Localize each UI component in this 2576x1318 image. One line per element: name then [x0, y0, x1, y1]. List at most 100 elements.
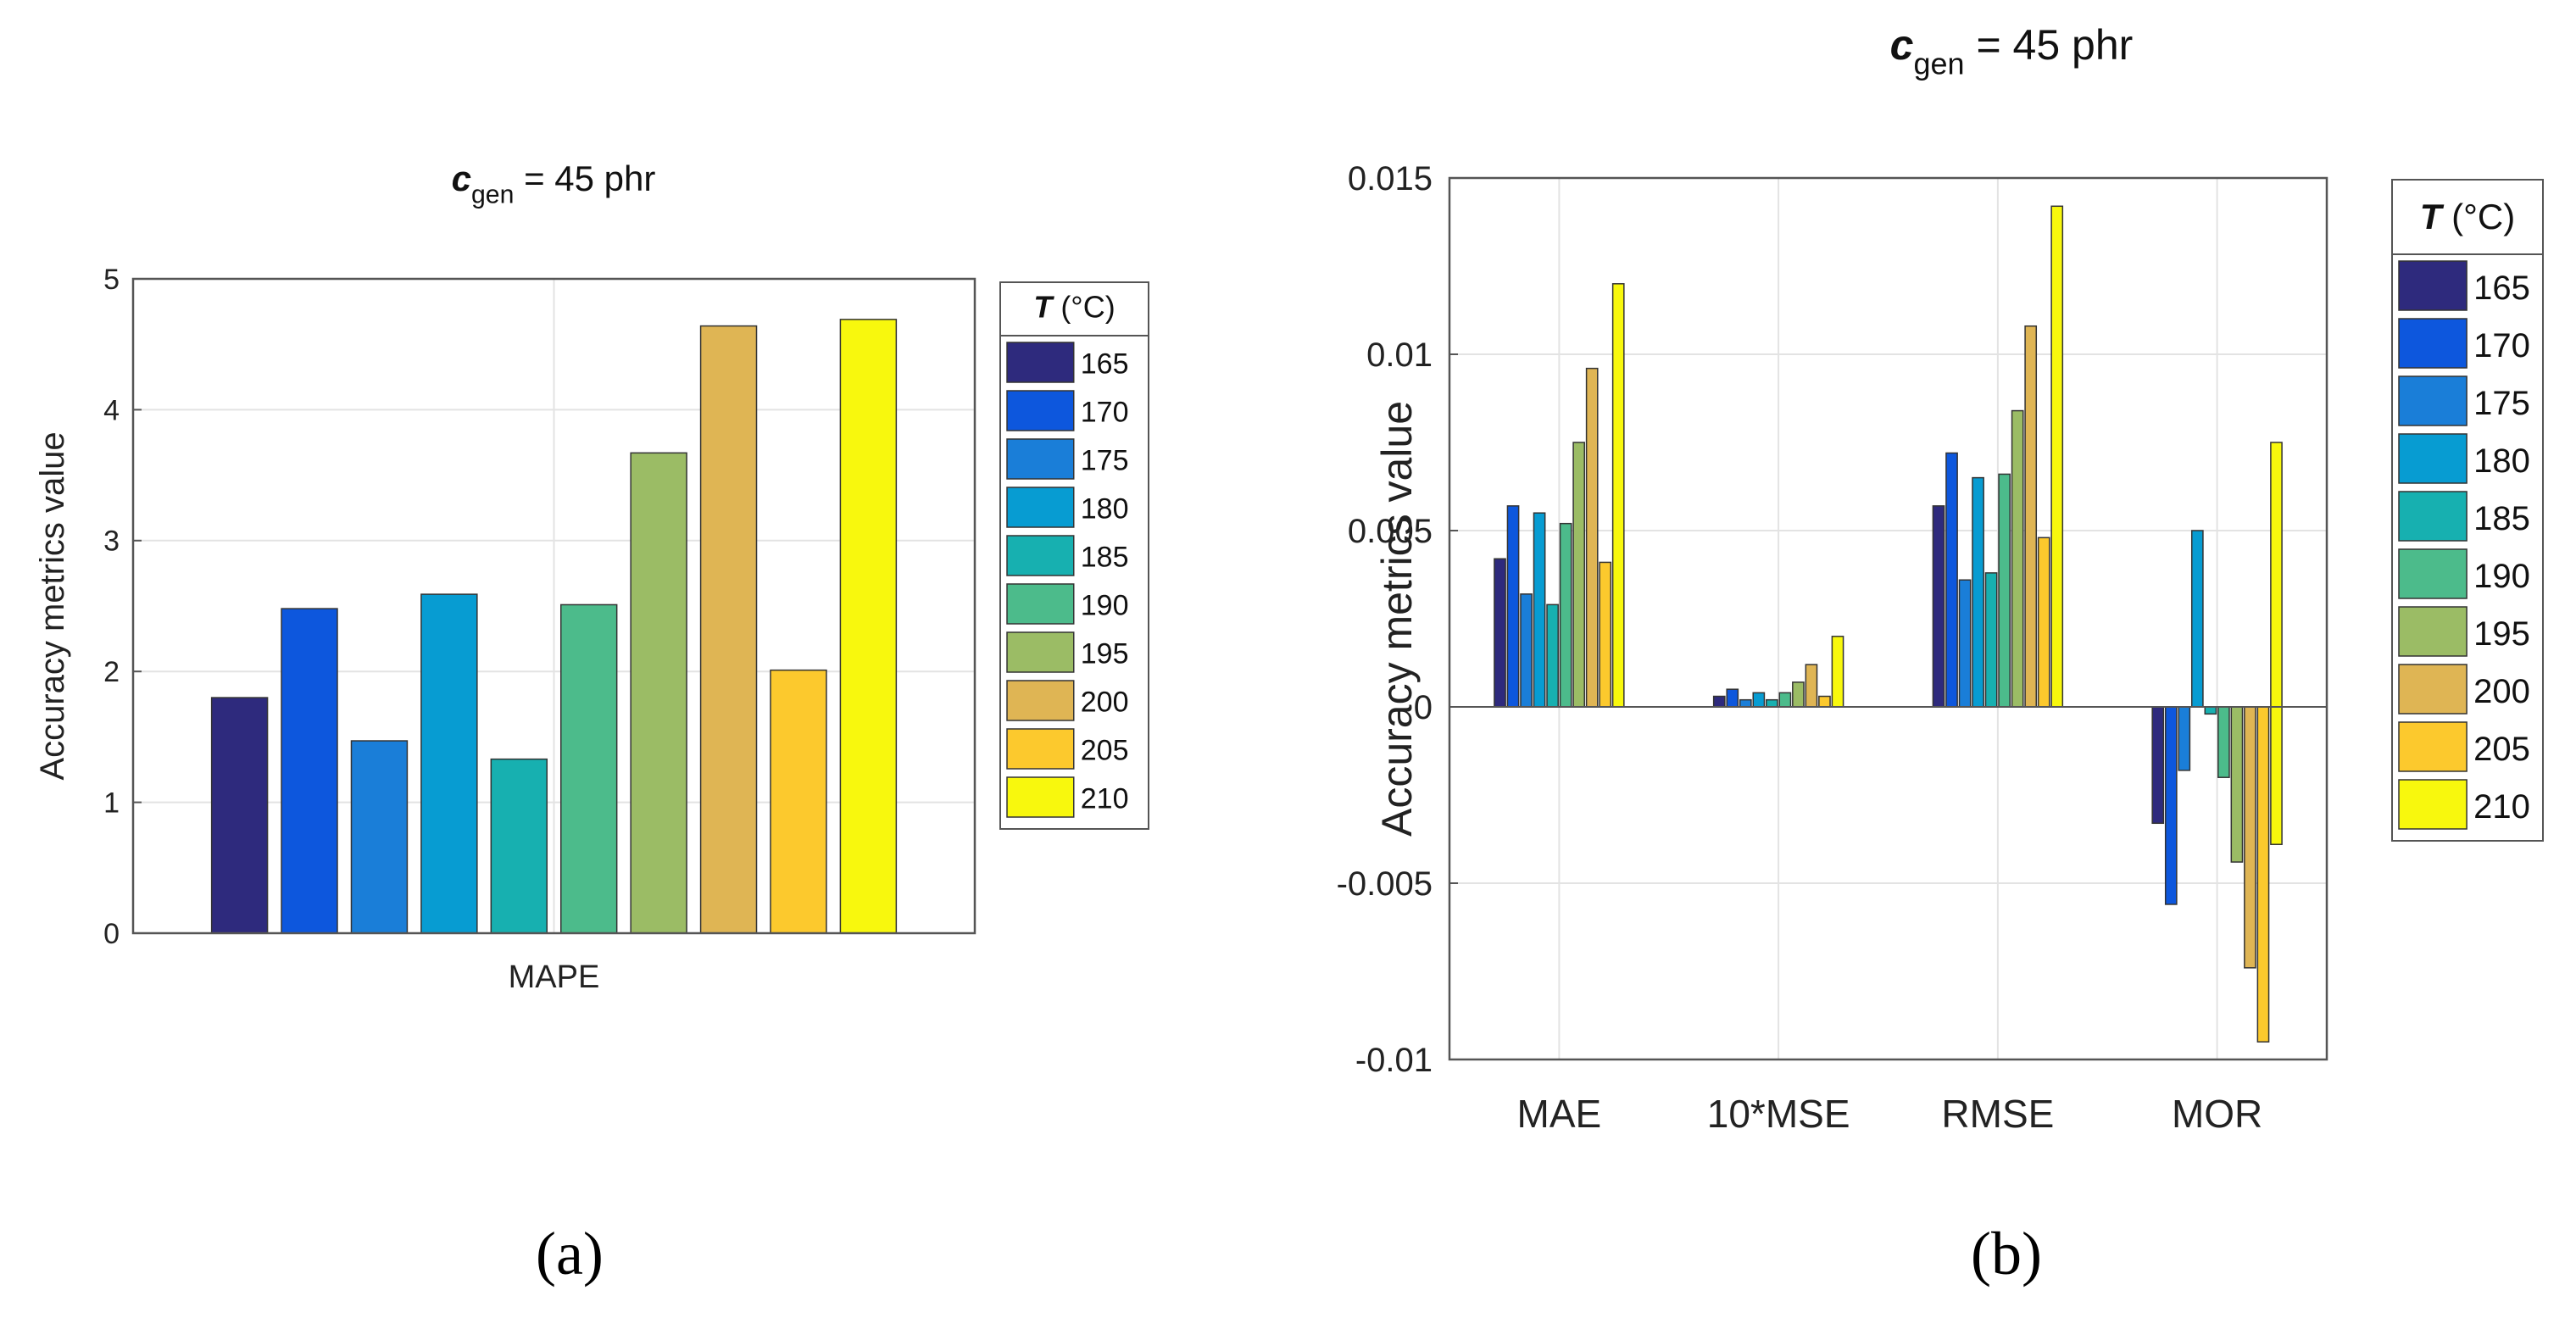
- bar-185-10mse: [1766, 698, 1778, 708]
- y-tick-label: 0: [103, 918, 120, 950]
- legend-label-185: 185: [2473, 500, 2530, 537]
- bar-175-10mse: [1739, 698, 1752, 708]
- legend-label-190: 190: [2473, 558, 2530, 595]
- legend-label-210: 210: [1081, 783, 1129, 815]
- bar-195-mor: [2230, 706, 2244, 863]
- bar-195-10mse: [1792, 681, 1805, 708]
- legend-swatch-180: [2398, 433, 2468, 484]
- legend-label-185: 185: [1081, 542, 1129, 574]
- bar-205-mae: [1599, 561, 1612, 708]
- bar-205-10mse: [1818, 695, 1831, 708]
- legend-label-205: 205: [2473, 731, 2530, 768]
- x-category-label: RMSE: [1941, 1092, 2054, 1136]
- legend-label-200: 200: [1081, 687, 1129, 719]
- legend-label-175: 175: [2473, 385, 2530, 422]
- legend-swatch-185: [2398, 491, 2468, 542]
- legend-label-210: 210: [2473, 788, 2530, 826]
- chart-b: -0.01 -0.005 0 0.005 0.01 0.015 MAE 10*MSE RMSE M…: [1337, 21, 2544, 1136]
- legend-swatch-165: [1006, 342, 1075, 383]
- legend-label-190: 190: [1081, 590, 1129, 622]
- bar-170-mape: [281, 608, 338, 934]
- bar-175-mae: [1520, 593, 1533, 708]
- x-category-label: MAE: [1517, 1092, 1602, 1136]
- chart-title: cgen = 45 phr: [1890, 21, 2134, 81]
- y-tick-label: 2: [103, 656, 120, 688]
- y-tick-label: -0.005: [1337, 865, 1433, 903]
- bar-185-rmse: [1984, 572, 1998, 708]
- legend-title: T (°C): [1033, 290, 1115, 325]
- legend-label-165: 165: [1081, 348, 1129, 381]
- bar-175-mape: [350, 740, 409, 934]
- bar-180-mape: [420, 593, 478, 934]
- chart-title: cgen = 45 phr: [452, 158, 656, 209]
- y-tick-label: 4: [103, 394, 120, 426]
- bar-210-rmse: [2050, 205, 2064, 708]
- y-tick-label: -0.01: [1355, 1042, 1433, 1079]
- y-tick-label: 0.005: [1348, 513, 1433, 550]
- y-tick-label: 0.015: [1348, 160, 1433, 197]
- legend-swatch-210: [1006, 776, 1075, 818]
- y-tick-label: 0: [1414, 689, 1433, 726]
- bar-175-mor: [2178, 706, 2191, 771]
- legend-label-195: 195: [1081, 638, 1129, 670]
- bar-195-mae: [1572, 442, 1586, 708]
- bar-200-rmse: [2024, 325, 2038, 708]
- caption-a: (a): [536, 1220, 604, 1287]
- legend-swatch-195: [2398, 606, 2468, 657]
- legend: T (°C) 165 170 175 180 185 190 195 200 205 210: [999, 281, 1149, 830]
- bar-170-mor: [2164, 706, 2178, 905]
- legend-swatch-190: [2398, 548, 2468, 599]
- bar-195-mape: [630, 452, 687, 934]
- bar-180-10mse: [1752, 692, 1766, 708]
- y-axis-label: Accuracy metrics value: [34, 431, 71, 780]
- bar-190-rmse: [1998, 473, 2011, 708]
- bar-175-rmse: [1958, 579, 1972, 708]
- y-tick-label: 3: [103, 526, 120, 558]
- bar-190-mae: [1559, 522, 1572, 708]
- legend-title: T (°C): [2420, 197, 2515, 236]
- legend-label-175: 175: [1081, 445, 1129, 477]
- bar-195-rmse: [2011, 409, 2024, 708]
- bar-205-mape: [770, 669, 827, 934]
- y-tick-label: 0.01: [1366, 336, 1433, 374]
- bar-185-mae: [1546, 603, 1559, 708]
- bar-200-mor: [2244, 706, 2256, 969]
- legend-swatch-170: [2398, 318, 2468, 369]
- bar-190-10mse: [1778, 692, 1792, 708]
- legend-label-195: 195: [2473, 615, 2530, 653]
- legend-swatch-200: [2398, 664, 2468, 715]
- legend-swatch-210: [2398, 779, 2468, 830]
- bar-180-mor: [2190, 530, 2204, 708]
- bar-190-mape: [559, 603, 618, 934]
- legend-swatch-170: [1006, 390, 1075, 431]
- legend-label-180: 180: [1081, 493, 1129, 526]
- legend-label-205: 205: [1081, 735, 1129, 767]
- legend-swatch-165: [2398, 260, 2468, 311]
- bar-185-mor: [2204, 706, 2217, 715]
- y-tick-label: 1: [103, 787, 120, 820]
- bar-190-mor: [2217, 706, 2230, 778]
- x-category-label: 10*MSE: [1707, 1092, 1850, 1136]
- legend-swatch-195: [1006, 631, 1075, 673]
- bar-165-mor: [2151, 706, 2165, 825]
- bar-180-rmse: [1972, 476, 1984, 708]
- bar-165-10mse: [1712, 695, 1726, 708]
- x-category-label: MAPE: [509, 959, 600, 995]
- x-category-label: MOR: [2172, 1092, 2262, 1136]
- legend-swatch-190: [1006, 583, 1075, 625]
- bar-165-mae: [1494, 558, 1506, 708]
- bar-200-10mse: [1805, 664, 1818, 708]
- bar-200-mae: [1585, 367, 1599, 708]
- chart-a: 0 1 2 3 4 5 MAPE Accuracy metrics value cgen = 4…: [34, 158, 1149, 995]
- legend-label-180: 180: [2473, 442, 2530, 480]
- bar-200-mape: [699, 325, 758, 934]
- legend-swatch-175: [1006, 438, 1075, 480]
- bar-210-mor: [2270, 706, 2283, 845]
- axes-box: [131, 277, 976, 935]
- bar-210-mape: [839, 319, 898, 934]
- legend-swatch-205: [1006, 728, 1075, 770]
- bar-170-10mse: [1726, 688, 1739, 708]
- bar-170-rmse: [1945, 452, 1958, 708]
- bar-205-mor: [2256, 706, 2270, 1043]
